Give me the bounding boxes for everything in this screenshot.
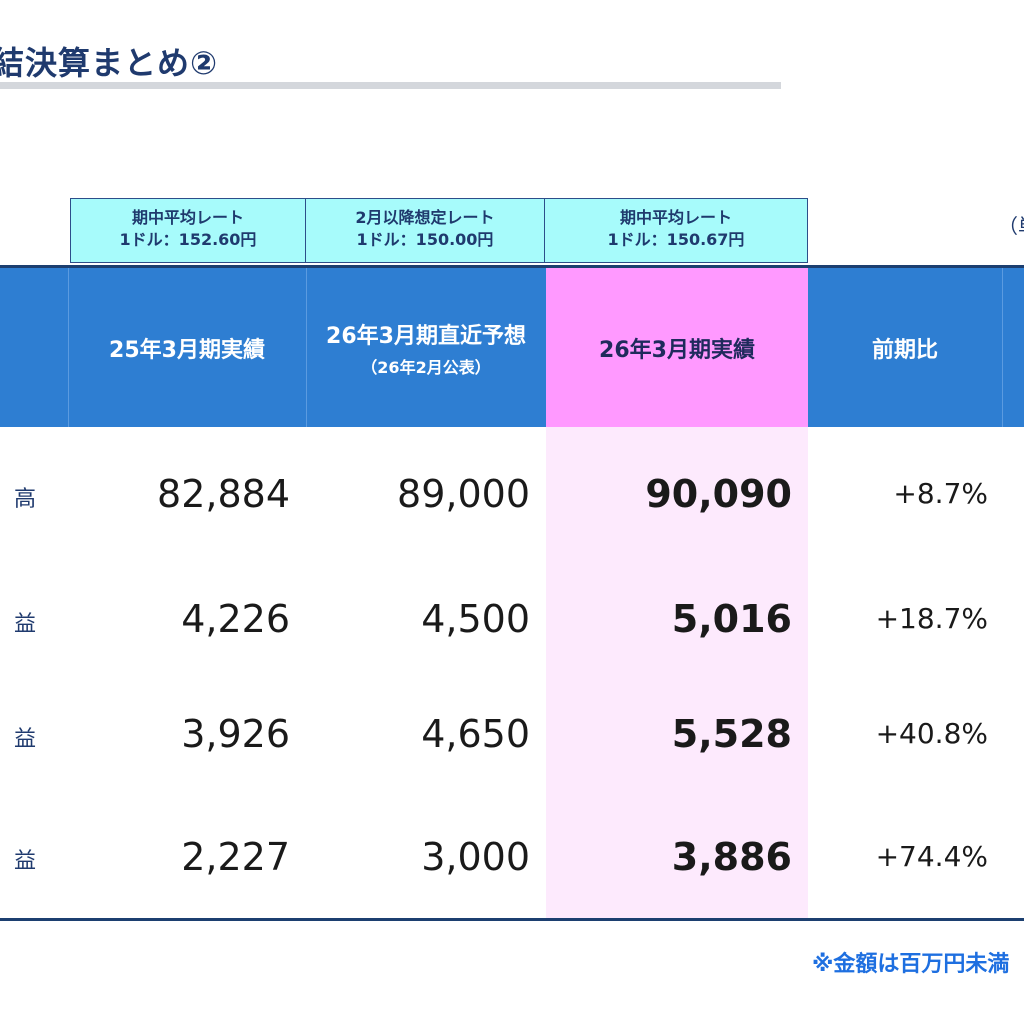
cell-current-actual: 5,528 bbox=[671, 712, 792, 756]
cell-yoy: +40.8% bbox=[875, 717, 988, 750]
cell-forecast: 89,000 bbox=[397, 472, 530, 516]
column-divider bbox=[1002, 268, 1003, 427]
row-label: 益 bbox=[14, 612, 37, 637]
cell-prior-actual: 3,926 bbox=[181, 712, 290, 756]
header-label: 26年3月期実績 bbox=[599, 337, 755, 363]
cell-forecast: 4,650 bbox=[421, 712, 530, 756]
header-yoy: 前期比 bbox=[808, 268, 1002, 427]
cell-yoy: +74.4% bbox=[875, 840, 988, 873]
cell-prior-actual: 2,227 bbox=[181, 835, 290, 879]
cell-forecast: 4,500 bbox=[421, 597, 530, 641]
rate-value: 1ドル：150.67円 bbox=[607, 230, 745, 249]
header-prior-actual: 25年3月期実績 bbox=[68, 268, 306, 427]
header-label: 26年3月期直近予想 bbox=[326, 323, 526, 349]
rate-label: 期中平均レート bbox=[131, 208, 244, 227]
row-label: 益 bbox=[14, 727, 37, 752]
header-label: 前期比 bbox=[871, 337, 938, 363]
page-title: 結決算まとめ② bbox=[0, 44, 219, 82]
column-divider bbox=[68, 268, 69, 427]
cell-prior-actual: 82,884 bbox=[157, 472, 290, 516]
rate-value: 1ドル：150.00円 bbox=[356, 230, 494, 249]
rate-box-forecast: 2月以降想定レート 1ドル：150.00円 bbox=[305, 198, 545, 263]
rate-value: 1ドル：152.60円 bbox=[119, 230, 257, 249]
cell-yoy: +18.7% bbox=[875, 602, 988, 635]
table-header-row bbox=[0, 265, 1024, 427]
rate-label: 期中平均レート bbox=[619, 208, 732, 227]
rate-label: 2月以降想定レート bbox=[355, 208, 495, 227]
cell-prior-actual: 4,226 bbox=[181, 597, 290, 641]
header-forecast: 26年3月期直近予想 （26年2月公表） bbox=[306, 268, 546, 427]
column-divider bbox=[306, 268, 307, 427]
cell-current-actual: 3,886 bbox=[671, 835, 792, 879]
header-current-actual: 26年3月期実績 bbox=[546, 268, 808, 427]
row-label: 益 bbox=[14, 849, 37, 874]
cell-current-actual: 5,016 bbox=[671, 597, 792, 641]
title-underline bbox=[0, 82, 781, 89]
highlight-column-body bbox=[546, 427, 808, 919]
header-label: 25年3月期実績 bbox=[109, 337, 265, 363]
cell-current-actual: 90,090 bbox=[645, 472, 792, 516]
table-bottom-rule bbox=[0, 918, 1024, 921]
row-label: 高 bbox=[14, 487, 37, 512]
rate-box-prior-year: 期中平均レート 1ドル：152.60円 bbox=[70, 198, 306, 263]
rate-box-current-year: 期中平均レート 1ドル：150.67円 bbox=[544, 198, 808, 263]
unit-label: （単 bbox=[998, 214, 1024, 238]
cell-yoy: +8.7% bbox=[893, 477, 988, 510]
header-sublabel: （26年2月公表） bbox=[361, 357, 491, 377]
cell-forecast: 3,000 bbox=[421, 835, 530, 879]
footnote: ※金額は百万円未満 bbox=[812, 952, 1010, 977]
